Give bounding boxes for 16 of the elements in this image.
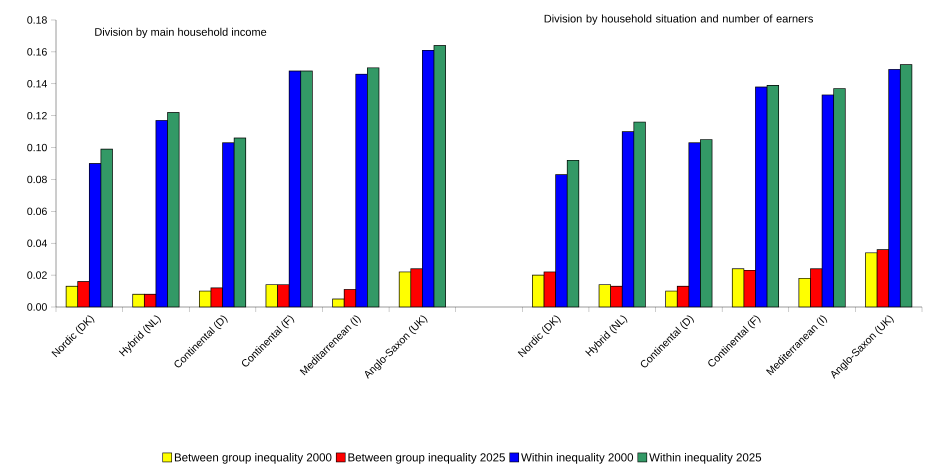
y-tick-label: 0.08 bbox=[27, 176, 47, 184]
y-tick-label: 0.16 bbox=[27, 48, 47, 56]
y-tick-label: 0.18 bbox=[27, 16, 47, 24]
annotation: Division by household situation and number of earners bbox=[544, 14, 813, 25]
y-tick-label: 0.12 bbox=[27, 112, 47, 120]
legend-label: Between group inequality 2025 bbox=[348, 453, 505, 464]
y-tick-label: 0.10 bbox=[27, 144, 47, 152]
y-tick-label: 0.00 bbox=[27, 303, 47, 311]
y-tick-label: 0.14 bbox=[27, 80, 47, 88]
legend-label: Within inequality 2000 bbox=[521, 453, 634, 464]
annotation: Division by main household income bbox=[95, 28, 266, 38]
y-tick-label: 0.02 bbox=[27, 271, 47, 279]
y-tick-label: 0.04 bbox=[27, 240, 47, 247]
y-tick-label: 0.06 bbox=[27, 208, 47, 216]
legend-label: Within inequality 2025 bbox=[649, 453, 762, 464]
legend-label: Between group inequality 2000 bbox=[174, 453, 332, 464]
